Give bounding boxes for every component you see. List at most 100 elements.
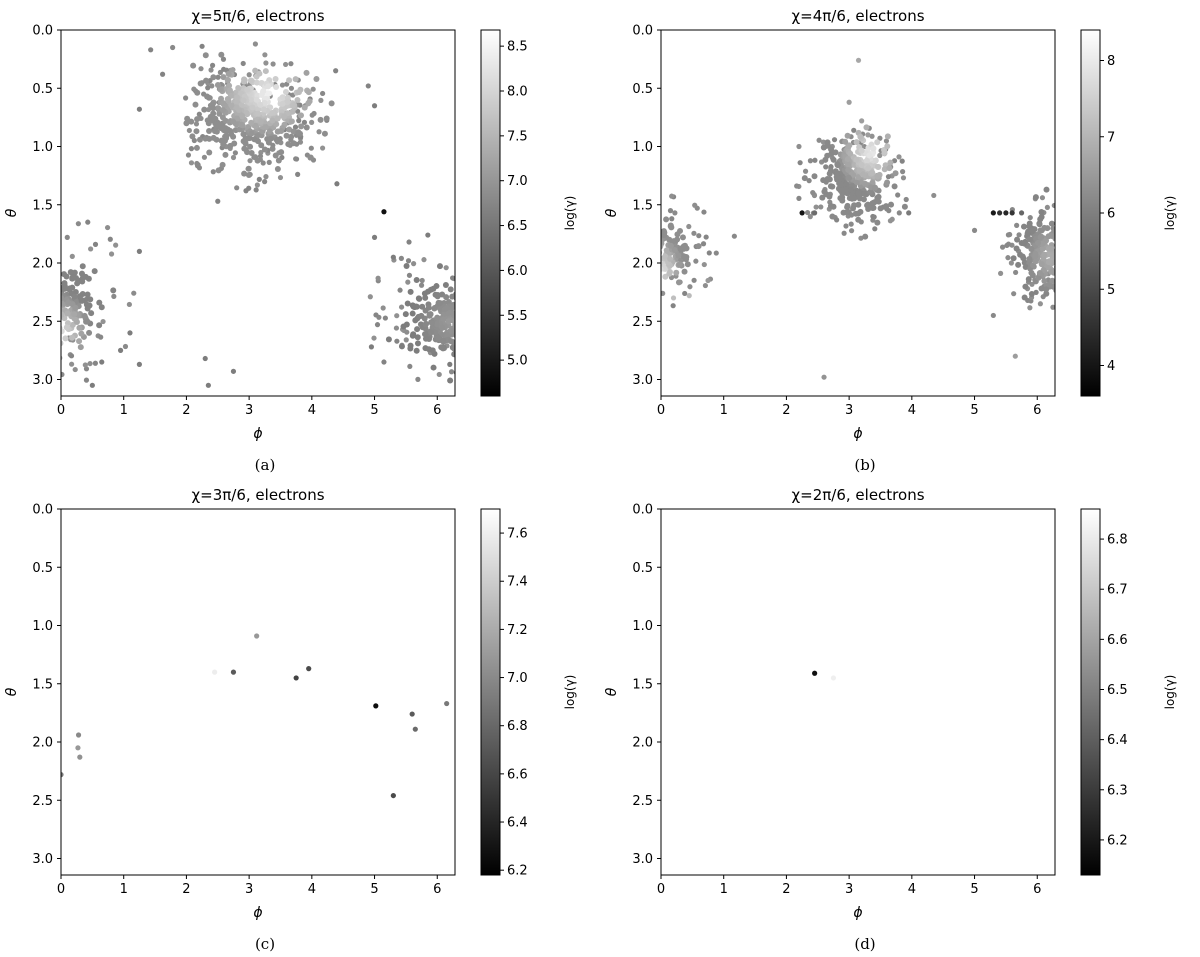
cluster-point [62, 335, 69, 342]
y-tick-label: 1.0 [632, 619, 653, 634]
cluster-point [193, 144, 200, 151]
halo-point [885, 174, 892, 180]
cluster-point [218, 51, 225, 58]
halo-point [262, 52, 268, 58]
halo-point [266, 159, 272, 165]
cluster-point [257, 118, 264, 125]
halo-point [650, 272, 655, 277]
cluster-point [409, 310, 416, 317]
cluster-point [858, 161, 865, 168]
cluster-point [248, 130, 255, 137]
cluster-point [856, 167, 863, 174]
halo-point [198, 66, 204, 72]
data-point [1009, 210, 1015, 216]
cluster-point [874, 139, 881, 146]
cluster-point [1052, 233, 1055, 239]
chart-svg: χ=3π/6, electrons 0 1 2 3 4 5 6 0.0 0.5 1.0 1.5 2.0 2… [4, 486, 577, 953]
cluster-point [87, 296, 94, 303]
cluster-point [845, 175, 852, 182]
halo-point [279, 82, 286, 88]
halo-point [841, 230, 847, 236]
cluster-point [53, 329, 59, 335]
x-tick-label: 2 [782, 882, 790, 897]
cluster-point [884, 179, 891, 186]
y-axis-label: θ [4, 208, 20, 217]
halo-point [1051, 202, 1055, 209]
cluster-point [674, 236, 681, 243]
cluster-point [203, 77, 210, 84]
cluster-point [460, 294, 466, 300]
halo-point [262, 179, 268, 185]
halo-point [308, 145, 314, 151]
cluster-point [298, 112, 305, 119]
cluster-point [230, 133, 237, 140]
cluster-point [653, 247, 659, 253]
colorbar-tick-label: 6.8 [507, 719, 528, 734]
cluster-point [1048, 268, 1055, 275]
colorbar-tick-label: 6.0 [507, 264, 528, 279]
cluster-point [222, 151, 229, 158]
data-point [92, 241, 99, 247]
cluster-point [884, 133, 891, 140]
cluster-point [452, 322, 455, 329]
halo-point [1013, 269, 1019, 276]
x-tick-label: 0 [657, 882, 665, 897]
cluster-point [241, 170, 248, 177]
data-point [99, 359, 105, 365]
cluster-point [421, 290, 428, 297]
x-tick-label: 2 [182, 403, 190, 418]
cluster-point [239, 112, 246, 119]
halo-point [34, 297, 39, 302]
data-point [447, 361, 453, 367]
cluster-point [1026, 236, 1033, 243]
cluster-point [248, 119, 255, 126]
cluster-point [76, 324, 83, 331]
cluster-point [45, 293, 51, 299]
halo-point [794, 183, 800, 189]
halo-point [21, 278, 26, 283]
cluster-point [826, 193, 833, 200]
x-tick-label: 5 [370, 882, 378, 897]
cluster-point [1021, 294, 1028, 301]
x-tick-label: 4 [308, 403, 316, 418]
cluster-point [54, 287, 60, 293]
data-point [444, 700, 450, 707]
cluster-point [249, 104, 256, 111]
cluster-point [273, 137, 280, 144]
chart-title: χ=4π/6, electrons [791, 7, 924, 25]
cluster-point [888, 201, 895, 208]
cluster-point [245, 172, 252, 179]
cluster-point [469, 313, 475, 319]
halo-point [687, 284, 693, 290]
cluster-point [96, 322, 103, 329]
cluster-point [414, 334, 421, 341]
cluster-point [211, 128, 218, 135]
cluster-point [1036, 221, 1043, 228]
halo-point [823, 164, 829, 170]
cluster-point [88, 310, 95, 317]
cluster-point [847, 150, 854, 157]
cluster-point [667, 255, 674, 262]
data-point [1003, 210, 1009, 216]
cluster-point [1060, 263, 1066, 269]
data-point [243, 188, 249, 194]
halo-point [421, 257, 427, 263]
cluster-point [838, 186, 845, 193]
cluster-point [84, 318, 91, 325]
halo-point [669, 216, 675, 222]
cluster-point [676, 261, 683, 268]
cluster-point [248, 150, 255, 157]
halo-point [374, 322, 381, 328]
cluster-point [53, 292, 59, 298]
halo-point [1004, 242, 1010, 249]
y-tick-label: 1.0 [32, 619, 53, 634]
cluster-point [78, 270, 85, 277]
cluster-point [282, 88, 289, 95]
cluster-point [256, 70, 263, 77]
cluster-point [684, 261, 691, 268]
halo-point [810, 190, 816, 196]
y-tick-label: 0.0 [32, 24, 53, 39]
halo-point [382, 315, 388, 321]
cluster-point [37, 285, 43, 291]
cluster-point [853, 156, 860, 163]
